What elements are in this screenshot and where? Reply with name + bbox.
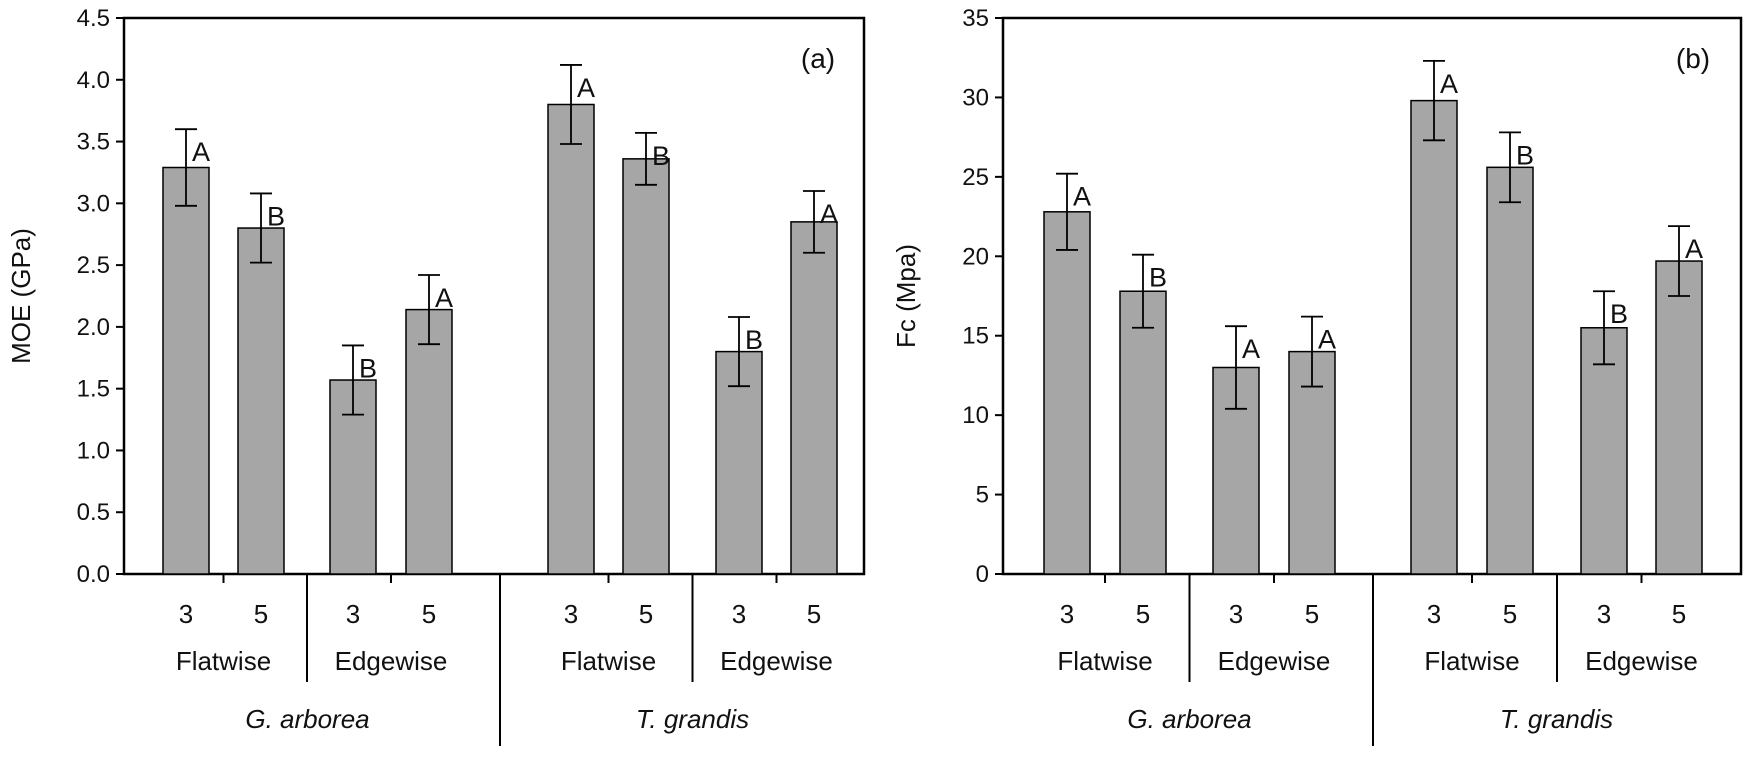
significance-label: A: [820, 199, 838, 229]
species-label: G. arborea: [245, 704, 369, 734]
plot-frame: [122, 16, 866, 576]
y-axis-title: Fc (Mpa): [891, 244, 921, 348]
y-tick-label: 30: [962, 84, 989, 111]
bar: [547, 103, 595, 575]
significance-label: A: [1242, 334, 1260, 364]
y-tick-label: 4.5: [77, 5, 110, 32]
bar: [1043, 211, 1091, 575]
category-label: 3: [346, 599, 360, 629]
orientation-label: Flatwise: [561, 646, 656, 676]
orientation-label: Edgewise: [720, 646, 833, 676]
plot-frame: [1001, 16, 1743, 576]
significance-label: B: [267, 201, 285, 231]
category-label: 5: [254, 599, 268, 629]
bar: [1119, 290, 1167, 575]
significance-label: B: [652, 141, 670, 171]
species-label: T. grandis: [636, 704, 749, 734]
y-tick-label: 15: [962, 323, 989, 350]
y-tick-label: 35: [962, 5, 989, 32]
species-label: T. grandis: [1500, 704, 1613, 734]
significance-label: B: [1610, 299, 1628, 329]
significance-label: B: [745, 325, 763, 355]
category-label: 5: [1136, 599, 1150, 629]
orientation-label: Edgewise: [335, 646, 448, 676]
category-label: 3: [179, 599, 193, 629]
y-tick-label: 5: [976, 482, 989, 509]
y-tick-label: 2.0: [77, 314, 110, 341]
bar: [162, 166, 210, 575]
orientation-label: Edgewise: [1585, 646, 1698, 676]
bar: [1655, 260, 1703, 575]
orientation-label: Flatwise: [176, 646, 271, 676]
y-tick-label: 4.0: [77, 67, 110, 94]
y-tick-label: 20: [962, 243, 989, 270]
category-label: 5: [807, 599, 821, 629]
y-tick-label: 0.0: [77, 561, 110, 588]
panel-tag: (b): [1676, 43, 1710, 74]
panel-tag: (a): [801, 43, 835, 74]
y-axis-title: MOE (GPa): [6, 228, 36, 364]
orientation-label: Flatwise: [1057, 646, 1152, 676]
orientation-label: Flatwise: [1424, 646, 1519, 676]
significance-label: A: [1685, 234, 1703, 264]
bar: [790, 221, 838, 575]
orientation-label: Edgewise: [1218, 646, 1331, 676]
category-label: 5: [1672, 599, 1686, 629]
bar: [1580, 327, 1628, 575]
significance-label: A: [192, 137, 210, 167]
y-tick-label: 3.0: [77, 190, 110, 217]
category-label: 5: [1305, 599, 1319, 629]
category-label: 3: [1229, 599, 1243, 629]
y-tick-label: 25: [962, 164, 989, 191]
panel-a-moe-chart: 0.0 0.5 1.0 1.5 2.0 2.5 3.0 3.5 4.0 4.5 MOE (GPa) (…: [6, 5, 866, 746]
y-tick-label: 1.0: [77, 437, 110, 464]
bar: [1410, 99, 1458, 575]
bar: [1288, 350, 1336, 575]
panel-b-fc-chart: 0 5 10 15 20 25 30 35 Fc (Mpa) (b) A 3 B 5 A 3 A 5 A 3 B 5 B 3 A…: [891, 5, 1743, 746]
significance-label: A: [435, 283, 453, 313]
bar: [1486, 166, 1534, 575]
significance-label: B: [1149, 263, 1167, 293]
significance-label: B: [1516, 140, 1534, 170]
y-tick-label: 0: [976, 561, 989, 588]
category-label: 5: [639, 599, 653, 629]
significance-label: B: [359, 353, 377, 383]
bar: [622, 158, 670, 575]
significance-label: A: [577, 73, 595, 103]
y-tick-label: 10: [962, 402, 989, 429]
significance-label: A: [1318, 325, 1336, 355]
bar: [405, 308, 453, 575]
bar: [715, 350, 763, 575]
bar: [237, 227, 285, 575]
category-label: 3: [1060, 599, 1074, 629]
significance-label: A: [1073, 182, 1091, 212]
y-tick-label: 2.5: [77, 252, 110, 279]
significance-label: A: [1440, 69, 1458, 99]
category-label: 3: [564, 599, 578, 629]
category-label: 5: [1503, 599, 1517, 629]
category-label: 5: [422, 599, 436, 629]
y-tick-label: 1.5: [77, 376, 110, 403]
category-label: 3: [1427, 599, 1441, 629]
y-tick-label: 0.5: [77, 499, 110, 526]
y-tick-label: 3.5: [77, 129, 110, 156]
category-label: 3: [1597, 599, 1611, 629]
category-label: 3: [732, 599, 746, 629]
species-label: G. arborea: [1127, 704, 1251, 734]
